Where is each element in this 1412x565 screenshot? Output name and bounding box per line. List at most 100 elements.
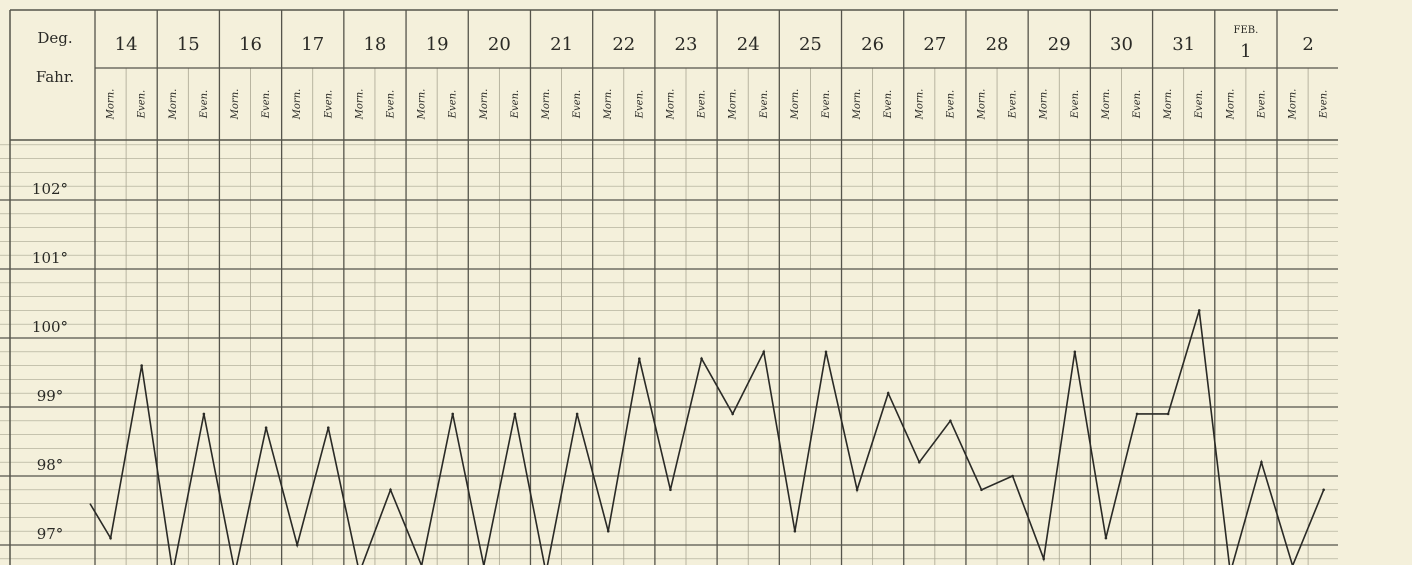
morn-label: Morn. (1288, 89, 1299, 121)
data-point (140, 364, 143, 367)
day-label: 28 (986, 34, 1009, 55)
data-point (326, 426, 330, 430)
day-label: 18 (363, 34, 386, 55)
data-point (855, 488, 859, 492)
data-point (1166, 412, 1170, 416)
morn-label: Morn. (1039, 89, 1050, 121)
morn-label: Morn. (852, 89, 863, 121)
data-point (295, 543, 299, 547)
morn-label: Morn. (479, 89, 490, 121)
data-point (1322, 488, 1325, 492)
data-point (109, 536, 112, 540)
y-axis-ticks: 97° 98° 99° 100° 101° 102° (32, 180, 68, 543)
even-label: Even. (448, 90, 459, 120)
even-label: Even. (1008, 90, 1019, 120)
even-label: Even. (634, 90, 645, 120)
major-grid (0, 9, 1338, 565)
data-point (264, 426, 268, 430)
data-point (1042, 557, 1046, 561)
data-point (1197, 309, 1201, 312)
data-point (389, 488, 392, 492)
day-label: 31 (1172, 34, 1195, 55)
morn-label: Morn. (914, 89, 925, 121)
day-label: 24 (737, 34, 760, 55)
day-label: 22 (612, 34, 635, 55)
y-tick-label: 102° (32, 180, 68, 198)
data-point (1011, 474, 1014, 478)
even-label: Even. (199, 90, 210, 120)
even-label: Even. (945, 90, 956, 120)
unit-label-deg: Deg. (37, 29, 72, 47)
even-label: Even. (1070, 90, 1081, 120)
data-point (980, 488, 983, 492)
morn-label: Morn. (168, 89, 179, 121)
data-point (606, 529, 610, 533)
data-point (575, 412, 579, 416)
y-tick-label: 100° (32, 318, 68, 336)
day-label: 25 (799, 34, 822, 55)
day-label: 21 (550, 34, 573, 55)
day-label: 29 (1048, 34, 1071, 55)
day-label: 19 (426, 34, 449, 55)
even-label: Even. (386, 90, 397, 120)
even-label: Even. (323, 90, 334, 120)
even-label: Even. (1194, 90, 1205, 120)
y-tick-label: 98° (37, 456, 64, 474)
even-label: Even. (1319, 90, 1330, 120)
morn-label: Morn. (790, 89, 801, 121)
even-label: Even. (572, 90, 583, 120)
data-point (731, 412, 734, 416)
data-point (1135, 412, 1139, 416)
morn-label: Morn. (292, 89, 303, 121)
even-label: Even. (137, 90, 148, 120)
morn-label: Morn. (354, 89, 365, 121)
even-label: Even. (697, 90, 708, 120)
morn-label: Morn. (977, 89, 988, 121)
day-label: 27 (923, 34, 946, 55)
day-label: 1 (1240, 41, 1251, 62)
header-cells: 14 Morn. Even. 15 Morn. Even. 16 Morn. Even. 17 Mo… (106, 25, 1330, 120)
minor-grid (0, 68, 1338, 565)
data-point (949, 419, 952, 423)
data-point (886, 391, 890, 395)
morn-label: Morn. (230, 89, 241, 121)
morn-label: Morn. (1225, 89, 1236, 121)
even-label: Even. (510, 90, 521, 120)
data-point (824, 350, 828, 354)
y-tick-label: 101° (32, 249, 68, 267)
morn-label: Morn. (106, 89, 117, 121)
data-point (1073, 350, 1077, 354)
morn-label: Morn. (417, 89, 428, 121)
data-point (638, 357, 641, 361)
data-point (451, 412, 455, 416)
data-point (762, 350, 766, 354)
even-label: Even. (821, 90, 832, 120)
day-label: 16 (239, 34, 262, 55)
data-point (700, 357, 703, 361)
even-label: Even. (261, 90, 272, 120)
y-tick-label: 97° (37, 525, 64, 543)
data-point (1104, 536, 1108, 540)
data-point (917, 460, 921, 464)
day-label: 26 (861, 34, 884, 55)
morn-label: Morn. (1163, 89, 1174, 121)
data-point (793, 529, 797, 533)
month-label: FEB. (1234, 25, 1259, 36)
morn-label: Morn. (541, 89, 552, 121)
data-point (513, 412, 517, 416)
even-label: Even. (883, 90, 894, 120)
morn-label: Morn. (1101, 89, 1112, 121)
data-point (202, 412, 206, 416)
even-label: Even. (1256, 90, 1267, 120)
data-point (1260, 460, 1263, 464)
unit-label-fahr: Fahr. (36, 68, 74, 86)
day-label: 17 (301, 34, 324, 55)
even-label: Even. (759, 90, 770, 120)
data-point (669, 488, 672, 492)
even-label: Even. (1132, 90, 1143, 120)
day-label: 14 (115, 34, 138, 55)
day-label: 15 (177, 34, 200, 55)
day-label: 30 (1110, 34, 1133, 55)
morn-label: Morn. (728, 89, 739, 121)
